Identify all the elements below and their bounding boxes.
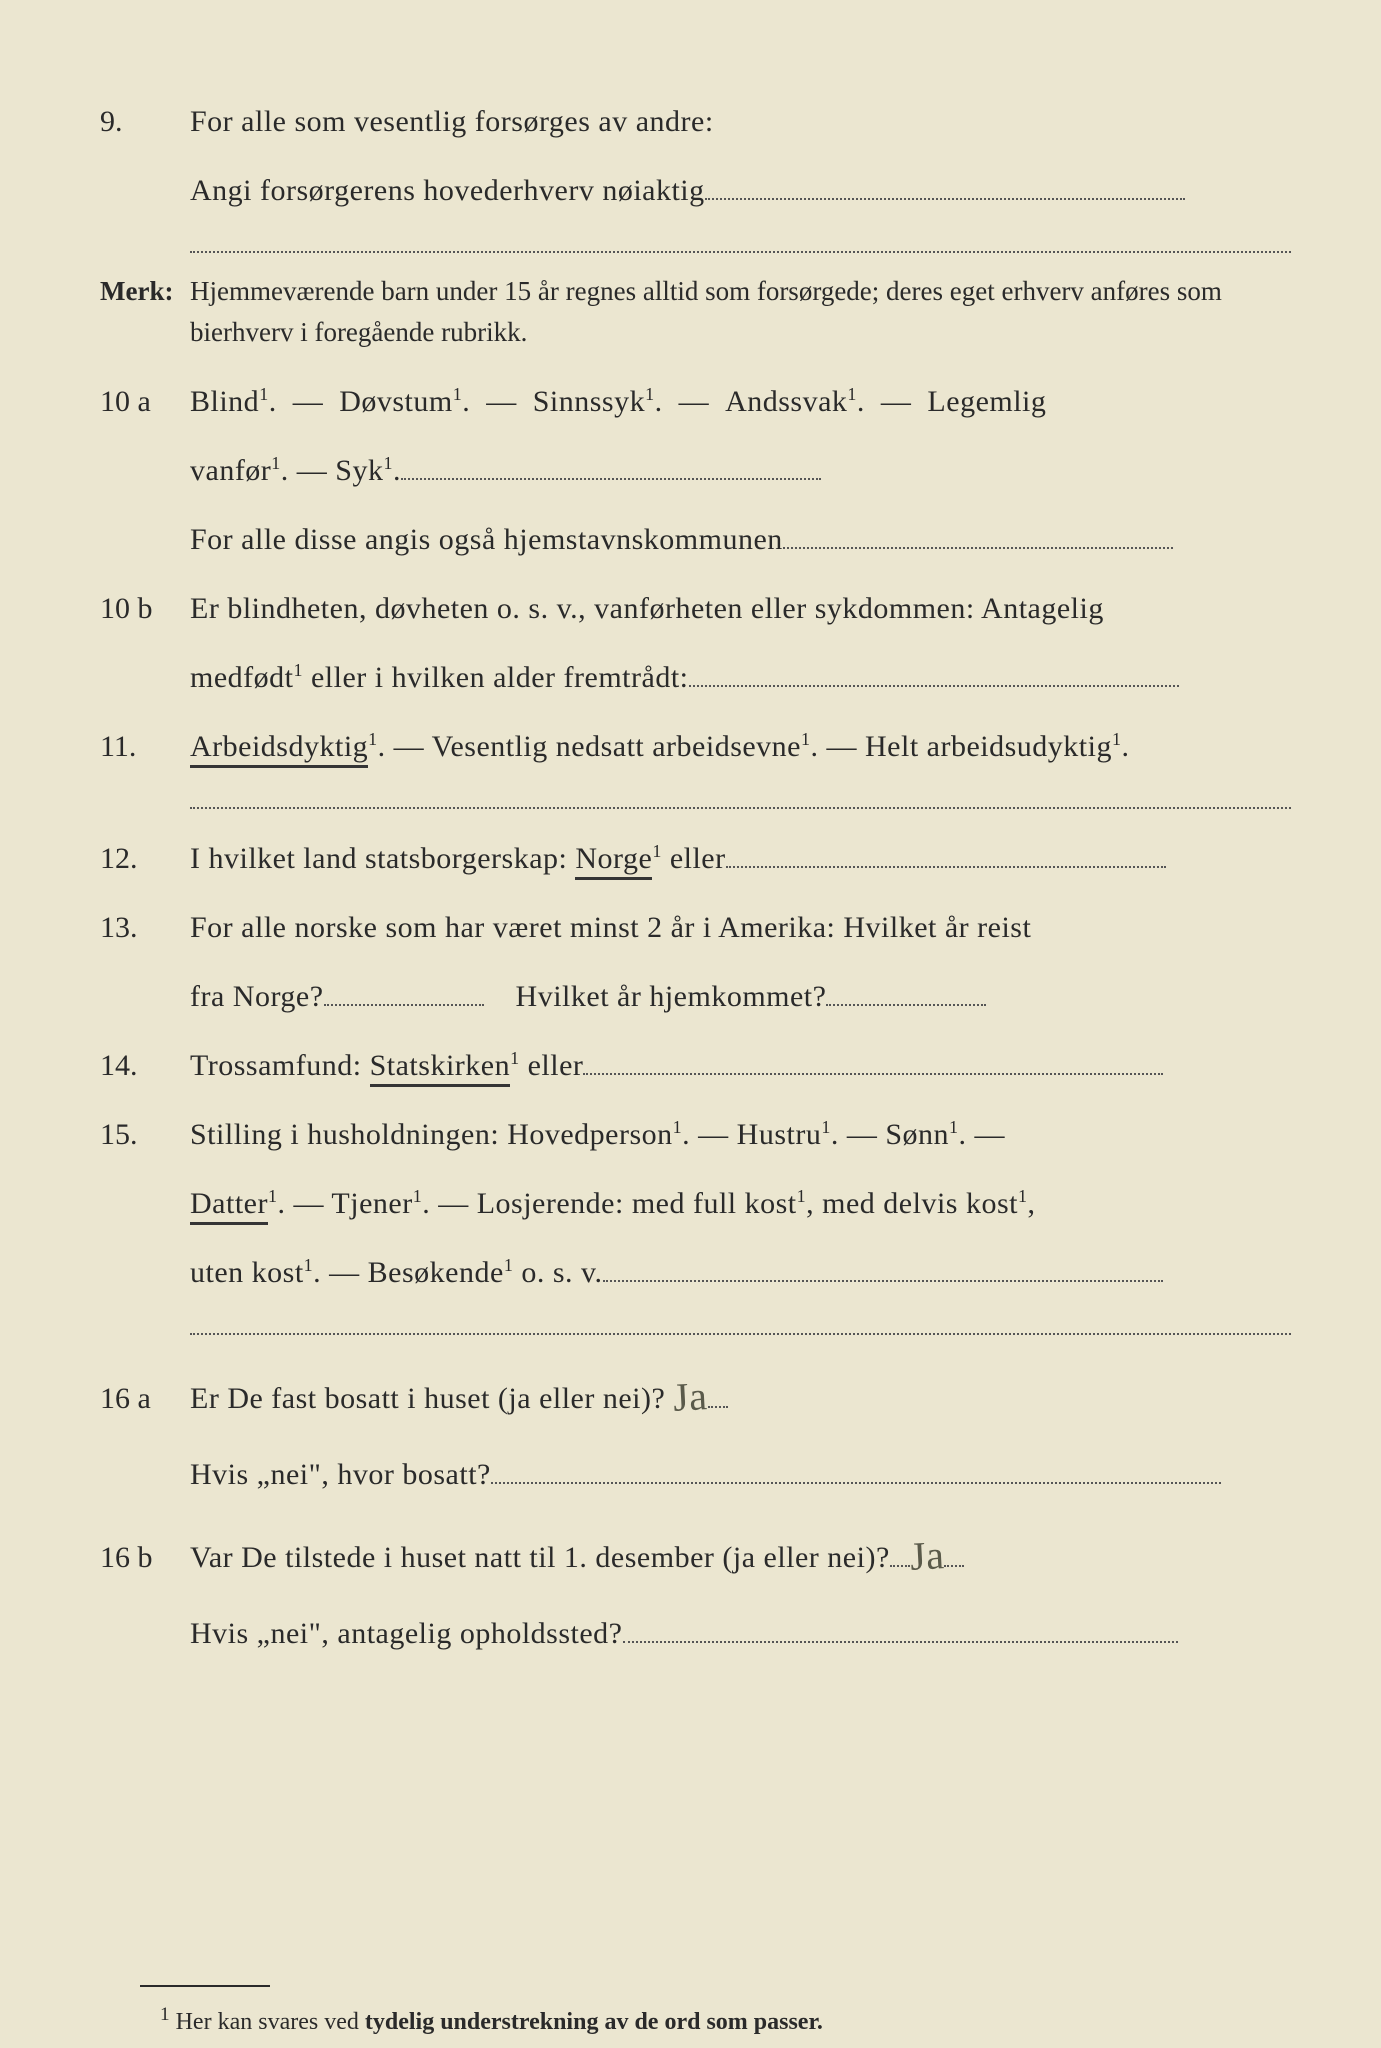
q13-line1: 13. For alle norske som har været minst … (100, 896, 1291, 959)
underlined-arbeidsdyktig: Arbeidsdyktig (190, 730, 368, 768)
handwritten-ja-1: Ja (671, 1354, 710, 1440)
q9-line2: Angi forsørgerens hovederhverv nøiaktig (100, 159, 1291, 222)
merk-note: Merk: Hjemmeværende barn under 15 år reg… (100, 271, 1291, 352)
fill-line (826, 977, 986, 1006)
q10a-line1: 10 a Blind1. — Døvstum1. — Sinnssyk1. — … (100, 370, 1291, 433)
q13-text1: For alle norske som har været minst 2 år… (190, 896, 1291, 959)
q15-line3: uten kost1. — Besøkende1 o. s. v. (100, 1241, 1291, 1304)
fill-line (783, 520, 1173, 549)
fill-line (689, 658, 1179, 687)
q10b-num: 10 b (100, 577, 190, 640)
q10b-line1: 10 b Er blindheten, døvheten o. s. v., v… (100, 577, 1291, 640)
fill-line (324, 977, 484, 1006)
q10a-num: 10 a (100, 370, 190, 433)
fill-line (603, 1253, 1163, 1282)
q14-num: 14. (100, 1034, 190, 1097)
q16b-num: 16 b (100, 1526, 190, 1589)
fill-line-full (190, 806, 1291, 809)
q12-line: 12. I hvilket land statsborgerskap: Norg… (100, 827, 1291, 890)
q11-num: 11. (100, 715, 190, 778)
fill-line (705, 171, 1185, 200)
q16a-num: 16 a (100, 1367, 190, 1430)
q16b-line1: 16 b Var De tilstede i huset natt til 1.… (100, 1512, 1291, 1596)
q10b-line2: medfødt1 eller i hvilken alder fremtrådt… (100, 646, 1291, 709)
fill-line (890, 1538, 910, 1567)
q14-line: 14. Trossamfund: Statskirken1 eller (100, 1034, 1291, 1097)
q16a-line1: 16 a Er De fast bosatt i huset (ja eller… (100, 1353, 1291, 1437)
merk-text: Hjemmeværende barn under 15 år regnes al… (190, 271, 1291, 352)
q10a-line2: vanfør1. — Syk1. (100, 439, 1291, 502)
q16a-line2: Hvis „nei", hvor bosatt? (100, 1443, 1291, 1506)
q11-line: 11. Arbeidsdyktig1. — Vesentlig nedsatt … (100, 715, 1291, 778)
q15-line2: Datter1. — Tjener1. — Losjerende: med fu… (100, 1172, 1291, 1235)
census-form-page: 9. For alle som vesentlig forsørges av a… (0, 0, 1381, 2048)
fill-line (944, 1538, 964, 1567)
fill-line (708, 1379, 728, 1408)
q9-line1: 9. For alle som vesentlig forsørges av a… (100, 90, 1291, 153)
footnote-rule (140, 1985, 270, 1987)
q9-num: 9. (100, 90, 190, 153)
fill-line-full (190, 1332, 1291, 1335)
underlined-norge: Norge (575, 842, 652, 880)
q15-num: 15. (100, 1103, 190, 1166)
q10b-text1: Er blindheten, døvheten o. s. v., vanfør… (190, 577, 1291, 640)
q15-line1: 15. Stilling i husholdningen: Hovedperso… (100, 1103, 1291, 1166)
underlined-datter: Datter (190, 1187, 268, 1225)
q9-text1: For alle som vesentlig forsørges av andr… (190, 90, 1291, 153)
q12-num: 12. (100, 827, 190, 890)
fill-line (583, 1046, 1163, 1075)
fill-line (623, 1614, 1178, 1643)
underlined-statskirken: Statskirken (370, 1049, 511, 1087)
q10a-line3: For alle disse angis også hjemstavnskomm… (100, 508, 1291, 571)
q13-num: 13. (100, 896, 190, 959)
q16b-line2: Hvis „nei", antagelig opholdssted? (100, 1602, 1291, 1665)
handwritten-ja-2: Ja (908, 1513, 947, 1599)
fill-line (726, 839, 1166, 868)
footnote: 1 Her kan svares ved tydelig understrekn… (160, 1995, 1291, 2047)
fill-line (401, 451, 821, 480)
merk-label: Merk: (100, 271, 190, 312)
fill-line-full (190, 250, 1291, 253)
q13-line2: fra Norge? Hvilket år hjemkommet? (100, 965, 1291, 1028)
fill-line (491, 1455, 1221, 1484)
q9-text2: Angi forsørgerens hovederhverv nøiaktig (190, 159, 1291, 222)
